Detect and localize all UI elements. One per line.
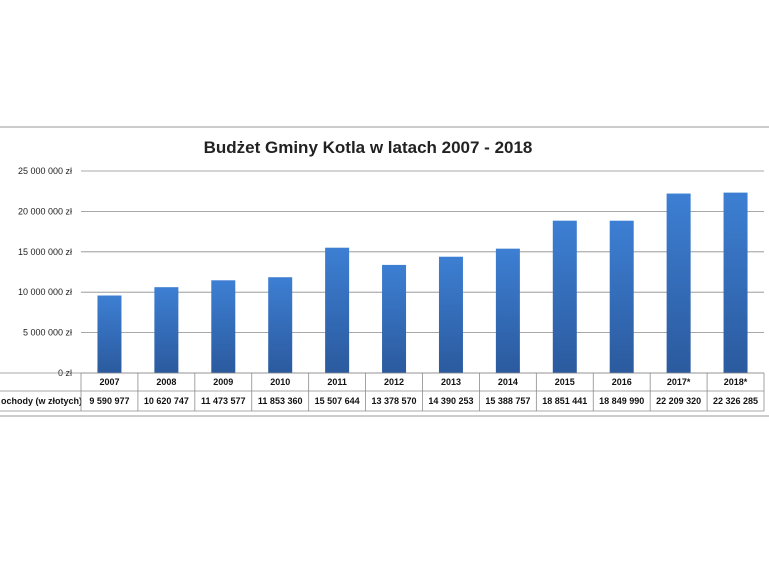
- value-label: 11 853 360: [258, 396, 303, 406]
- y-tick-label: 5 000 000 zł: [23, 328, 72, 338]
- bar: [438, 256, 463, 373]
- bar: [666, 193, 691, 373]
- bars: [97, 192, 748, 373]
- category-label: 2013: [441, 377, 461, 387]
- y-tick-label: 10 000 000 zł: [18, 287, 72, 297]
- y-tick-label: 20 000 000 zł: [18, 206, 72, 216]
- gridlines: [81, 170, 764, 374]
- category-label: 2010: [270, 377, 290, 387]
- chart-title: Budżet Gminy Kotla w latach 2007 - 2018: [204, 138, 533, 157]
- value-label: 18 851 441: [542, 396, 587, 406]
- category-label: 2016: [612, 377, 632, 387]
- category-label: 2011: [327, 377, 347, 387]
- chart-border: [0, 126, 769, 417]
- data-table: ochody (w złotych) 2007 9 590 977 2008 10 6…: [0, 372, 765, 412]
- value-label: 10 620 747: [144, 396, 189, 406]
- bar: [154, 287, 179, 373]
- value-label: 15 507 644: [315, 396, 360, 406]
- category-label: 2017*: [667, 377, 691, 387]
- bar: [552, 220, 577, 373]
- value-label: 22 209 320: [656, 396, 701, 406]
- category-label: 2012: [384, 377, 404, 387]
- bar: [268, 277, 293, 373]
- bar: [97, 295, 122, 373]
- value-label: 14 390 253: [428, 396, 473, 406]
- category-label: 2015: [555, 377, 575, 387]
- bar: [609, 220, 634, 373]
- y-tick-label: 15 000 000 zł: [18, 247, 72, 257]
- value-label: 15 388 757: [485, 396, 530, 406]
- value-label: 22 326 285: [713, 396, 758, 406]
- category-label: 2018*: [724, 377, 748, 387]
- category-label: 2007: [99, 377, 119, 387]
- category-label: 2008: [156, 377, 176, 387]
- value-label: 11 473 577: [201, 396, 246, 406]
- bar: [211, 280, 236, 373]
- bar: [325, 247, 350, 373]
- data-table-row-label: ochody (w złotych): [1, 396, 82, 406]
- category-label: 2014: [498, 377, 518, 387]
- value-label: 9 590 977: [89, 396, 129, 406]
- bar: [723, 192, 748, 373]
- value-label: 13 378 570: [372, 396, 417, 406]
- bar: [382, 264, 407, 373]
- value-label: 18 849 990: [599, 396, 644, 406]
- y-tick-label: 25 000 000 zł: [18, 166, 72, 176]
- category-label: 2009: [213, 377, 233, 387]
- bar: [495, 248, 520, 373]
